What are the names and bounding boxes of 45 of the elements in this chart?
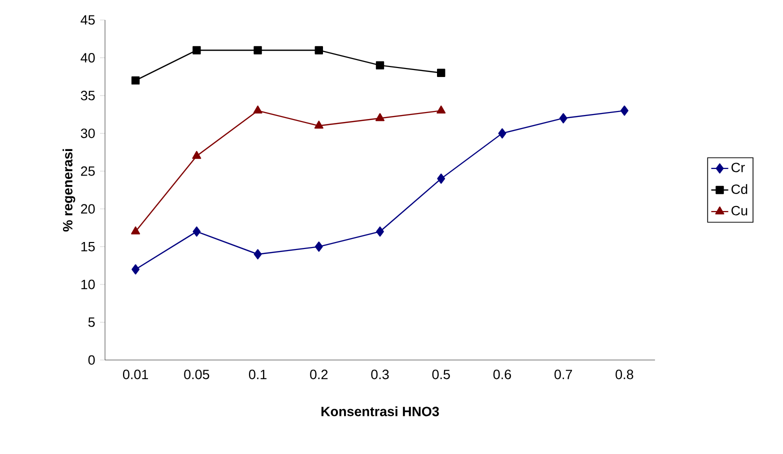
- point: [253, 106, 262, 114]
- point: [314, 242, 323, 252]
- legend-label: Cu: [732, 206, 748, 216]
- point: [376, 61, 384, 70]
- point: [314, 46, 323, 54]
- point: [192, 150, 202, 159]
- point: [376, 113, 384, 122]
- x-axis-title: Konsentrasi HNO3: [321, 406, 439, 416]
- x-tick-label: 0.3: [371, 370, 389, 380]
- point: [192, 46, 201, 54]
- point: [131, 226, 140, 234]
- x-tick-label: 0.5: [432, 370, 450, 380]
- point: [131, 76, 140, 85]
- legend-label: Cr: [732, 162, 745, 172]
- legend-label: Cd: [732, 184, 748, 194]
- y-tick-label: 5: [88, 318, 95, 327]
- x-tick-label: 0.8: [616, 370, 634, 380]
- point: [620, 106, 628, 116]
- point: [314, 120, 324, 129]
- point: [437, 174, 446, 184]
- x-tick-label: 0.05: [184, 370, 210, 380]
- y-tick-label: 40: [80, 53, 95, 63]
- y-tick-label: 0: [88, 355, 95, 365]
- point: [376, 226, 384, 237]
- point: [132, 264, 140, 274]
- point: [559, 113, 568, 124]
- y-tick-label: 35: [80, 90, 95, 100]
- x-tick-label: 0.01: [123, 370, 148, 380]
- x-tick-label: 0.2: [310, 370, 328, 380]
- point: [437, 68, 446, 77]
- point: [254, 46, 262, 54]
- point: [436, 106, 446, 114]
- point: [192, 226, 201, 237]
- y-axis-title: % regenerasi: [62, 149, 76, 232]
- y-tick-label: 25: [81, 166, 95, 176]
- x-tick-label: 0.1: [248, 370, 266, 380]
- x-tick-label: 0.6: [493, 370, 511, 380]
- y-tick-label: 30: [80, 128, 95, 138]
- y-tick-label: 15: [81, 242, 95, 252]
- y-tick-label: 10: [81, 280, 95, 290]
- point: [254, 249, 262, 260]
- y-tick-label: 20: [81, 204, 95, 214]
- y-tick-label: 45: [80, 15, 95, 25]
- point: [498, 128, 506, 138]
- x-tick-label: 0.7: [554, 370, 572, 380]
